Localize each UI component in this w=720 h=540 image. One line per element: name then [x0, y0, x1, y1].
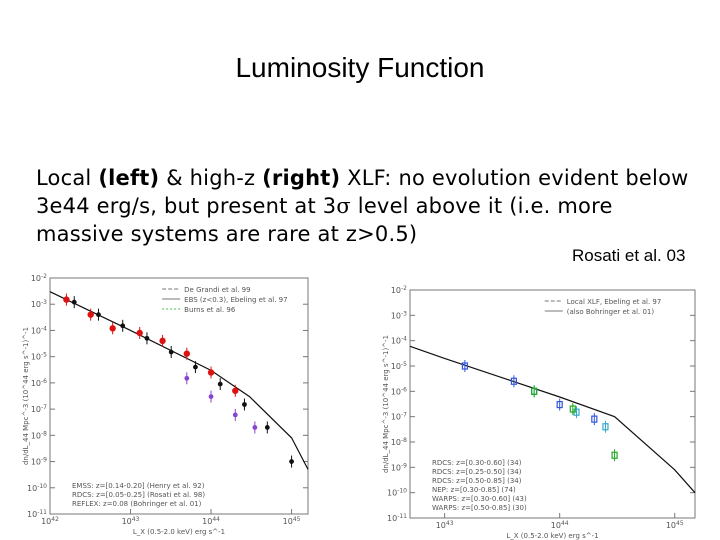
data-point	[569, 405, 576, 413]
series-0	[461, 360, 598, 426]
plot-frame	[49, 277, 309, 515]
caption-right: (right)	[262, 166, 341, 190]
y-tick-label: 10-7	[31, 404, 47, 414]
credit-text: Rosati et al. 03	[572, 246, 686, 265]
legend-label: RDCS: z=[0.25-0.50] (34)	[432, 468, 522, 476]
legend-label: RDCS: z=[0.50-0.85] (34)	[432, 477, 522, 485]
x-axis-label: L_X (0.5-2.0 keV) erg s^-1	[506, 532, 598, 540]
data-point	[207, 369, 215, 376]
y-tick-label: 10-10	[387, 488, 407, 498]
x-tick-label: 1042	[41, 516, 59, 526]
y-tick-label: 10-9	[31, 457, 47, 467]
data-point	[63, 296, 70, 303]
plot-frame	[409, 289, 696, 519]
panel-left: 10-2 10-3 10-4 10-5 10-6 10-7 10-8 10-9 10-10 10-…	[22, 273, 309, 536]
data-point	[531, 387, 538, 395]
data-point	[217, 381, 223, 387]
y-tick-label: 10-5	[31, 352, 47, 362]
y-tick-label: 10-10	[27, 483, 47, 493]
y-axis-label: dn/dL_44 Mpc^-3 (10^44 erg s^-1)^-1	[22, 327, 30, 465]
data-point	[510, 377, 518, 385]
legend-label: EMSS: z=[0.14-0.20] (Henry et al. 92)	[72, 482, 205, 490]
data-point	[96, 312, 101, 318]
y-tick-label: 10-6	[391, 386, 407, 396]
caption-text-4: level above it (i.e. more massive system…	[36, 194, 613, 246]
legend-label: Burns et al. 96	[184, 306, 236, 314]
slide-caption: Local (left) & high-z (right) XLF: no ev…	[36, 164, 706, 248]
x-tick-label: 1043	[122, 516, 140, 526]
y-tick-label: 10-3	[31, 299, 47, 309]
legend-label: WARPS: z=[0.50-0.85] (30)	[432, 504, 527, 512]
legend-label: RDCS: z=[0.05-0.25] (Rosati et al. 98)	[72, 491, 205, 499]
data-point	[556, 400, 563, 409]
y-tick-label: 10-4	[391, 336, 407, 346]
data-point	[168, 349, 174, 355]
fit-curve	[409, 345, 696, 494]
x-tick-label: 1045	[283, 516, 301, 526]
data-point	[602, 423, 609, 431]
data-point	[71, 299, 77, 305]
series-1	[184, 372, 258, 434]
y-tick-label: 10-8	[391, 437, 407, 447]
y-tick-label: 10-6	[31, 378, 47, 388]
caption-text-1: Local	[36, 166, 99, 190]
legend-label: REFLEX: z=0.08 (Bohringer et al. 01)	[72, 500, 202, 508]
data-point	[461, 362, 468, 370]
legend-label: De Grandi et al. 99	[184, 286, 250, 294]
data-point	[183, 350, 191, 357]
y-tick-label: 10-8	[31, 430, 47, 440]
data-point	[208, 394, 214, 399]
legend-label: EBS (z<0.3), Ebeling et al. 97	[184, 296, 287, 304]
legend-label: Local XLF, Ebeling et al. 97	[567, 298, 662, 306]
slide-title: Luminosity Function	[235, 52, 485, 83]
data-point	[242, 402, 247, 407]
x-tick-label: 1044	[551, 520, 569, 530]
fit-curve	[49, 291, 309, 470]
caption-sigma: σ	[336, 194, 351, 218]
data-point	[136, 329, 143, 337]
legend-label: WARPS: z=[0.30-0.60] (43)	[432, 495, 527, 503]
data-point	[87, 311, 94, 318]
data-point	[144, 335, 150, 341]
data-point	[184, 375, 190, 381]
data-point	[120, 323, 126, 329]
legend-label: (also Bohringer et al. 01)	[567, 308, 655, 316]
x-axis-label: L_X (0.5-2.0 keV) erg s^-1	[133, 528, 225, 536]
caption-left: (left)	[98, 166, 160, 190]
y-tick-label: 10-3	[391, 310, 407, 320]
data-point	[289, 459, 294, 464]
panel-right: 10-2 10-3 10-4 10-5 10-6 10-7 10-8 10-9 10-10 10-…	[382, 285, 696, 540]
y-tick-label: 10-2	[31, 273, 47, 283]
data-point	[252, 425, 258, 430]
data-point	[232, 387, 239, 394]
legend-label: NEP: z=[0.30-0.85] (74)	[432, 486, 516, 494]
series-2	[71, 296, 294, 468]
y-tick-label: 10-4	[31, 325, 47, 335]
x-tick-label: 1045	[666, 520, 684, 530]
caption-text-2: & high-z	[159, 166, 263, 190]
y-tick-label: 10-11	[387, 513, 407, 523]
y-tick-label: 10-5	[391, 361, 407, 371]
y-tick-label: 10-9	[391, 462, 407, 472]
data-point	[232, 412, 238, 418]
y-tick-label: 10-7	[391, 412, 407, 422]
data-point	[591, 415, 598, 423]
legend-label: RDCS: z=[0.30-0.60] (34)	[432, 459, 522, 467]
x-tick-label: 1044	[202, 516, 220, 526]
data-point	[109, 325, 116, 332]
data-point	[193, 364, 198, 370]
series-0	[63, 293, 239, 397]
series-2	[531, 385, 618, 462]
y-tick-label: 10-2	[391, 285, 407, 295]
x-tick-label: 1043	[436, 520, 454, 530]
data-point	[264, 425, 270, 430]
caption-text-3: XLF: no evolution evident below 3e44 erg…	[36, 166, 689, 218]
y-axis-label: dn/dL_44 Mpc^-3 (10^44 erg s^-1)^-1	[382, 335, 390, 473]
y-tick-label: 10-11	[27, 509, 47, 519]
data-point	[611, 451, 618, 459]
data-point	[159, 337, 166, 345]
